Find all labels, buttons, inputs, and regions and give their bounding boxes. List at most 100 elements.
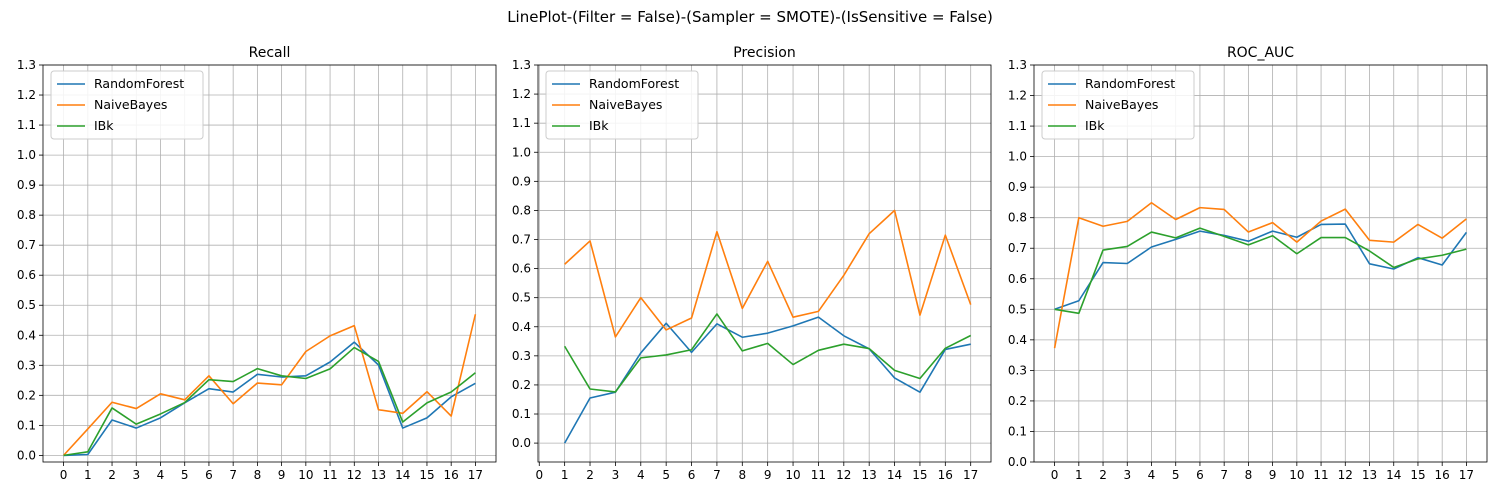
legend-label-naivebayes: NaiveBayes [589, 97, 662, 112]
x-tick-label: 1 [84, 468, 92, 482]
x-tick-label: 15 [1410, 468, 1425, 482]
y-tick-label: 1.3 [512, 58, 531, 72]
x-tick-label: 3 [1123, 468, 1131, 482]
y-tick-label: 0.8 [17, 208, 36, 222]
y-tick-label: 0.9 [17, 178, 36, 192]
series-line-randomforest [563, 316, 971, 444]
legend-label-randomforest: RandomForest [1085, 76, 1175, 91]
legend-label-ibk: IBk [589, 118, 609, 133]
x-tick-label: 3 [612, 468, 620, 482]
x-tick-label: 6 [205, 468, 213, 482]
legend-label-randomforest: RandomForest [94, 76, 184, 91]
y-tick-label: 0.0 [17, 448, 36, 462]
x-tick-label: 11 [811, 468, 826, 482]
series-line-ibk [563, 313, 972, 393]
series-line-randomforest [1054, 223, 1468, 311]
series-line-naivebayes [564, 209, 972, 338]
x-tick-label: 13 [371, 468, 386, 482]
y-tick-label: 1.3 [17, 58, 36, 72]
x-tick-label: 5 [181, 468, 189, 482]
legend: RandomForest NaiveBayes IBk [1041, 70, 1195, 140]
y-tick-label: 0.0 [1008, 455, 1027, 469]
x-tick-label: 17 [963, 468, 978, 482]
y-tick-label: 0.7 [1008, 241, 1027, 255]
series-line-naivebayes [1053, 201, 1467, 349]
x-tick-label: 13 [1362, 468, 1377, 482]
series-line-ibk [63, 346, 476, 457]
y-tick-label: 0.6 [1008, 272, 1027, 286]
y-tick-label: 0.9 [512, 174, 531, 188]
x-tick-label: 10 [298, 468, 313, 482]
y-tick-label: 0.9 [1008, 180, 1027, 194]
plot-frame [42, 64, 497, 463]
legend-label-naivebayes: NaiveBayes [94, 97, 167, 112]
x-tick-label: 10 [1289, 468, 1304, 482]
x-tick-label: 9 [764, 468, 772, 482]
series-line-ibk [1054, 227, 1467, 315]
y-tick-label: 1.0 [512, 145, 531, 159]
x-tick-label: 1 [1075, 468, 1083, 482]
x-tick-label: 7 [229, 468, 237, 482]
y-tick-label: 0.8 [1008, 211, 1027, 225]
x-tick-label: 16 [1435, 468, 1450, 482]
x-tick-label: 9 [278, 468, 286, 482]
y-tick-label: 0.1 [1008, 424, 1027, 438]
legend-label-naivebayes: NaiveBayes [1085, 97, 1158, 112]
y-tick-label: 0.3 [1008, 363, 1027, 377]
x-tick-label: 10 [785, 468, 800, 482]
x-tick-label: 14 [1386, 468, 1401, 482]
x-tick-label: 2 [1099, 468, 1107, 482]
y-tick-label: 0.1 [512, 407, 531, 421]
series-line-naivebayes [63, 314, 477, 456]
figure-suptitle: LinePlot-(Filter = False)-(Sampler = SMO… [507, 8, 993, 26]
x-tick-label: 3 [132, 468, 140, 482]
x-tick-label: 13 [862, 468, 877, 482]
x-tick-label: 6 [688, 468, 696, 482]
y-tick-label: 1.0 [17, 148, 36, 162]
y-tick-label: 0.4 [512, 320, 531, 334]
y-tick-label: 1.1 [1008, 119, 1027, 133]
x-tick-label: 4 [157, 468, 165, 482]
y-tick-label: 0.7 [512, 233, 531, 247]
x-tick-label: 14 [887, 468, 902, 482]
legend: RandomForest NaiveBayes IBk [545, 70, 699, 140]
y-tick-label: 0.7 [17, 238, 36, 252]
y-tick-label: 0.5 [1008, 302, 1027, 316]
x-tick-label: 5 [662, 468, 670, 482]
y-tick-label: 1.1 [17, 118, 36, 132]
x-tick-label: 17 [1459, 468, 1474, 482]
y-tick-label: 1.2 [1008, 89, 1027, 103]
x-tick-label: 15 [419, 468, 434, 482]
y-tick-label: 0.2 [1008, 394, 1027, 408]
legend-box [50, 70, 204, 140]
y-tick-label: 0.2 [512, 378, 531, 392]
legend-label-ibk: IBk [94, 118, 114, 133]
legend-label-randomforest: RandomForest [589, 76, 679, 91]
x-tick-label: 5 [1172, 468, 1180, 482]
series-line-randomforest [63, 341, 476, 457]
x-tick-label: 12 [836, 468, 851, 482]
x-tick-label: 16 [444, 468, 459, 482]
x-tick-label: 8 [254, 468, 262, 482]
x-tick-label: 7 [713, 468, 721, 482]
subplot-title: Precision [733, 45, 795, 61]
y-tick-label: 0.5 [17, 298, 36, 312]
y-tick-label: 0.6 [17, 268, 36, 282]
x-tick-label: 11 [1313, 468, 1328, 482]
y-tick-label: 0.1 [17, 418, 36, 432]
y-tick-label: 1.0 [1008, 150, 1027, 164]
x-tick-label: 2 [108, 468, 116, 482]
x-tick-label: 4 [637, 468, 645, 482]
y-tick-label: 1.3 [1008, 58, 1027, 72]
x-tick-label: 1 [561, 468, 569, 482]
x-tick-label: 7 [1220, 468, 1228, 482]
x-tick-label: 12 [1338, 468, 1353, 482]
x-tick-label: 0 [60, 468, 68, 482]
x-tick-label: 11 [322, 468, 337, 482]
legend-label-ibk: IBk [1085, 118, 1105, 133]
x-tick-label: 17 [468, 468, 483, 482]
